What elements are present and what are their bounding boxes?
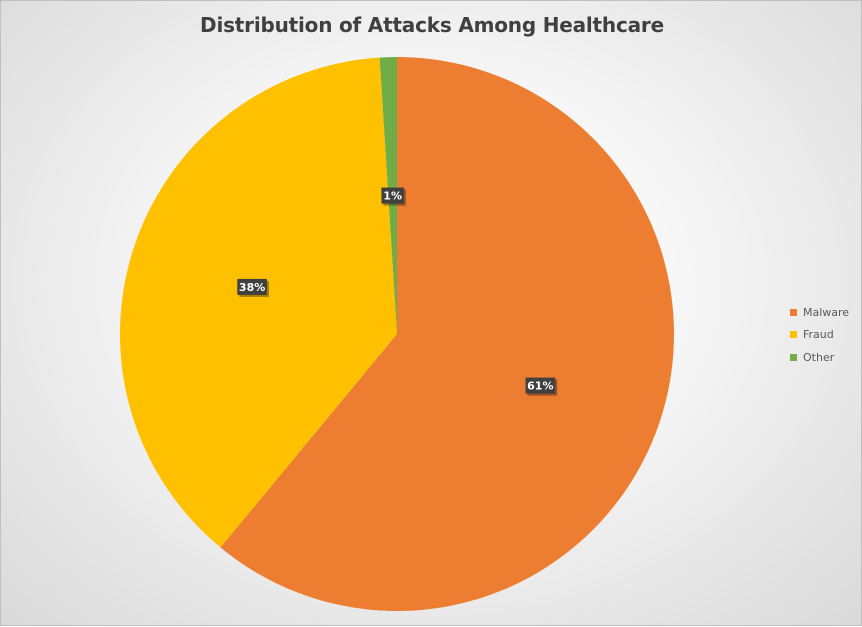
- legend-item-fraud: Fraud: [790, 324, 860, 347]
- legend: Malware Fraud Other: [790, 301, 860, 369]
- pie-slice-malware: [220, 57, 675, 611]
- data-label-other: 1%: [381, 187, 406, 206]
- legend-swatch-other: [790, 353, 797, 361]
- pie-slice-fraud: [120, 57, 398, 548]
- data-label-text-other: 1%: [383, 190, 402, 203]
- legend-swatch-malware: [790, 308, 797, 316]
- legend-item-malware: Malware: [790, 301, 860, 324]
- data-label-box-fraud: [237, 278, 267, 295]
- legend-label-fraud: Fraud: [803, 328, 834, 342]
- data-label-fraud: 38%: [237, 278, 269, 297]
- legend-swatch-fraud: [790, 331, 797, 339]
- legend-item-other: Other: [790, 346, 860, 369]
- data-label-box-other: [381, 187, 404, 204]
- data-label-malware: 61%: [525, 377, 558, 396]
- legend-label-other: Other: [803, 350, 835, 364]
- data-label-text-malware: 61%: [527, 380, 553, 393]
- data-label-text-fraud: 38%: [239, 281, 265, 294]
- chart-title: Distribution of Attacks Among Healthcare: [200, 13, 664, 37]
- legend-label-malware: Malware: [803, 305, 850, 319]
- data-label-box-malware: [525, 377, 556, 394]
